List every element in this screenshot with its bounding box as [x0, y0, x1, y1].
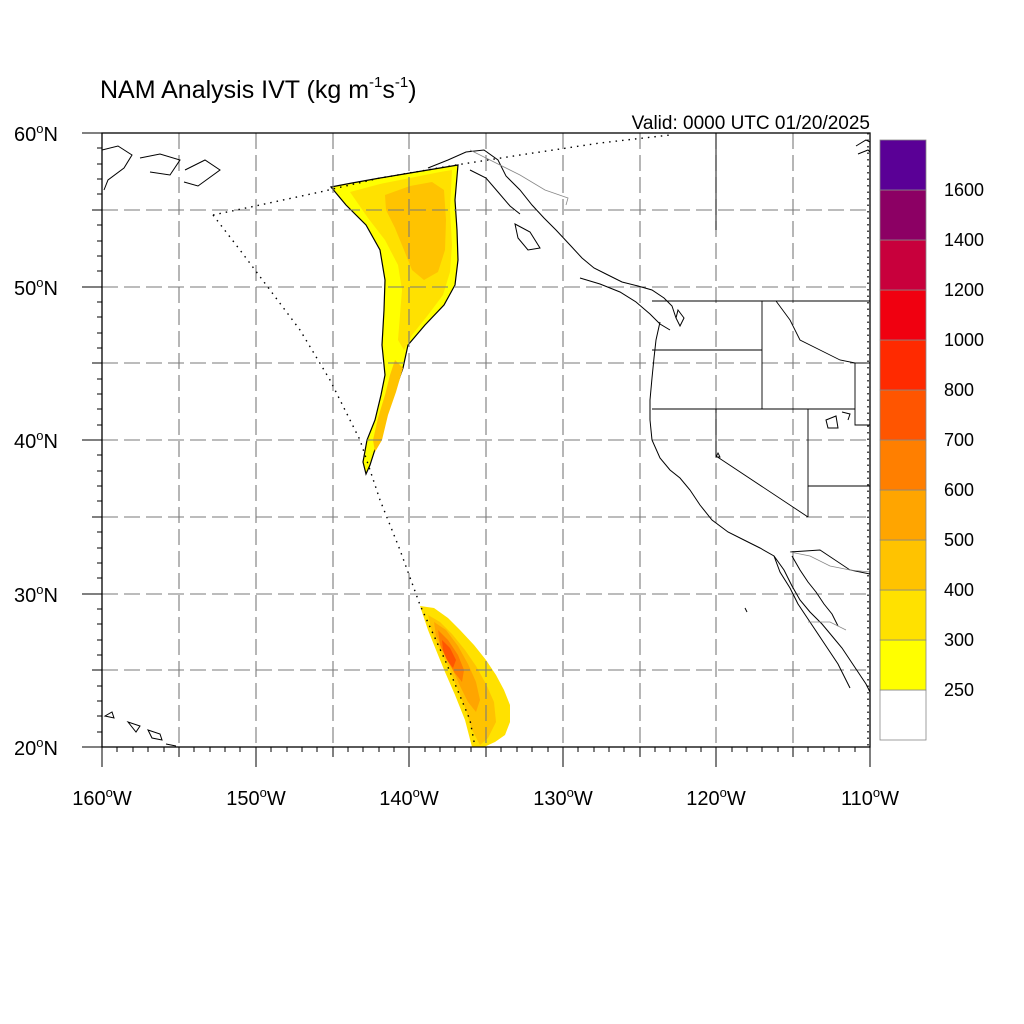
colorbar-label: 600: [944, 480, 974, 500]
political-boundaries: [652, 133, 870, 575]
colorbar-bin: [879, 489, 927, 541]
lon-label-150: 150oW: [226, 785, 286, 810]
latitude-labels: 60oN 50oN 40oN 30oN 20oN: [14, 121, 58, 760]
colorbar-bin: [879, 689, 927, 741]
colorbar-label: 300: [944, 630, 974, 650]
chart-title: NAM Analysis IVT (kg m-1s-1): [100, 74, 417, 104]
colorbar-bin: [879, 289, 927, 341]
lat-label-50: 50oN: [14, 275, 58, 300]
colorbar-bin: [879, 639, 927, 691]
lon-label-160: 160oW: [72, 785, 132, 810]
ivt-plume-north-400: [385, 182, 446, 280]
colorbar-label: 250: [944, 680, 974, 700]
colorbar-bin: [879, 589, 927, 641]
valid-time-label: Valid: 0000 UTC 01/20/2025: [632, 113, 870, 134]
lat-label-20: 20oN: [14, 735, 58, 760]
colorbar-bin: [879, 189, 927, 241]
colorbar-label: 1600: [944, 180, 984, 200]
colorbar-bin: [879, 439, 927, 491]
lat-label-40: 40oN: [14, 428, 58, 453]
colorbar: 250 300 400 500 600 700 800 1000 1200 1400 1600: [879, 139, 984, 741]
map-panel: 60oN 50oN 40oN 30oN 20oN 160oW 150oW 140…: [14, 121, 899, 810]
colorbar-bin: [879, 139, 927, 191]
nam-domain-boundary: [212, 133, 869, 748]
colorbar-label: 800: [944, 380, 974, 400]
ivt-plume-north-400b: [373, 360, 403, 452]
lon-label-120: 120oW: [686, 785, 746, 810]
ivt-core-south-700: [442, 640, 456, 668]
colorbar-bin: [879, 539, 927, 591]
colorbar-label: 400: [944, 580, 974, 600]
longitude-labels: 160oW 150oW 140oW 130oW 120oW 110oW: [72, 785, 899, 810]
lat-label-60: 60oN: [14, 121, 58, 146]
lon-label-110: 110oW: [841, 785, 899, 810]
lon-label-140: 140oW: [379, 785, 439, 810]
colorbar-label: 1000: [944, 330, 984, 350]
colorbar-bin: [879, 389, 927, 441]
colorbar-bin: [879, 239, 927, 291]
coastline-gray: [469, 149, 870, 631]
colorbar-bin: [879, 339, 927, 391]
lon-label-130: 130oW: [533, 785, 593, 810]
colorbar-label: 500: [944, 530, 974, 550]
colorbar-label: 1400: [944, 230, 984, 250]
tick-marks: [82, 132, 871, 767]
colorbar-label: 700: [944, 430, 974, 450]
lat-label-30: 30oN: [14, 582, 58, 607]
gridlines: [102, 133, 870, 747]
ivt-shading: [329, 164, 510, 747]
coastlines: [102, 139, 870, 747]
colorbar-label: 1200: [944, 280, 984, 300]
